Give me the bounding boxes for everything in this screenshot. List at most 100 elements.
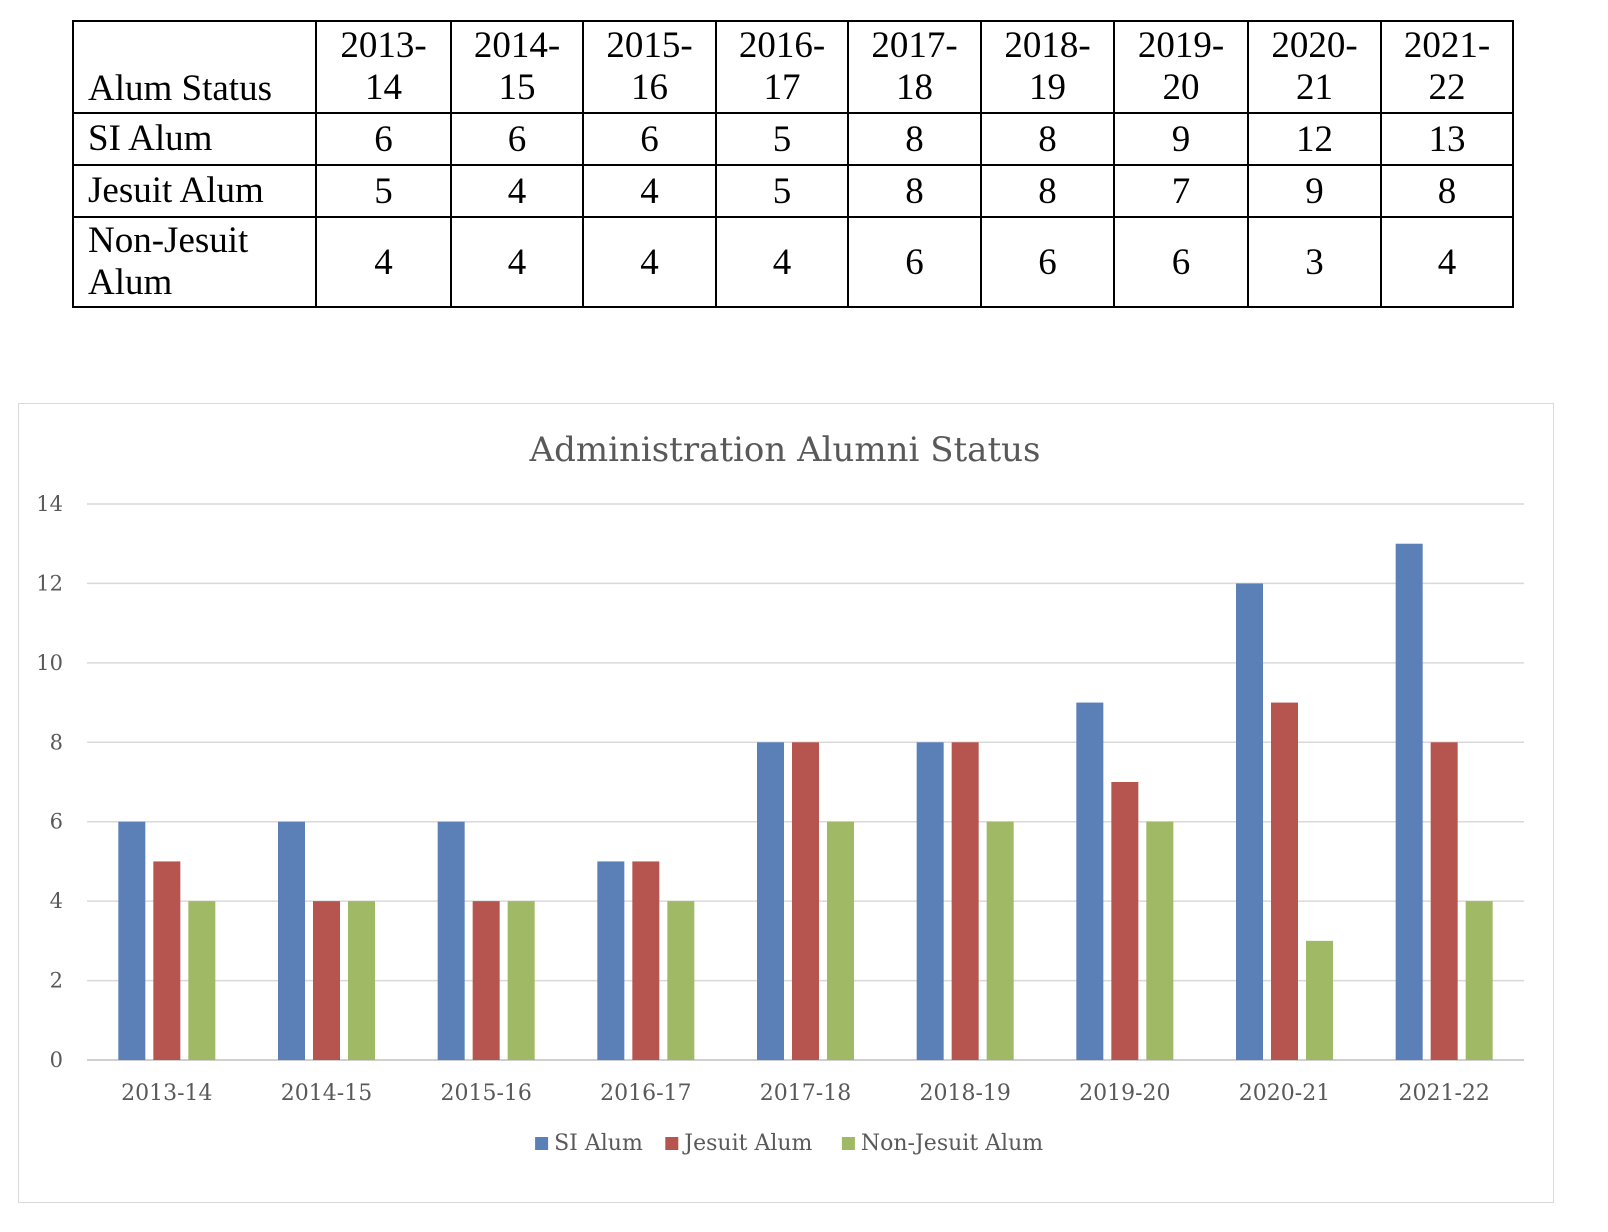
table-row: Non-Jesuit Alum 4 4 4 4 6 6 6 3 4 <box>72 216 1514 308</box>
table-header-label: Alum Status <box>72 20 317 114</box>
bar <box>667 901 695 1060</box>
bar <box>951 742 979 1060</box>
bar <box>827 821 854 1060</box>
chart-frame: Administration Alumni Status 0 2 4 6 8 10 12 14… <box>18 403 1554 1203</box>
x-category-label: 2015-16 <box>440 1081 531 1106</box>
bar-chart: Administration Alumni Status 0 2 4 6 8 10 12 14… <box>36 430 1524 1156</box>
table-year-header: 2019- 20 <box>1113 20 1249 114</box>
bar <box>1236 583 1263 1060</box>
x-category-label: 2018-19 <box>919 1081 1010 1106</box>
bar <box>313 901 340 1060</box>
table-body: SI Alum 6 6 6 5 8 8 9 12 13 Jesuit Alum 5 4 4 5 8 8 7 9 8 No… <box>72 112 1514 308</box>
table-row-label: Jesuit Alum <box>72 164 317 218</box>
legend-swatch <box>665 1137 679 1150</box>
legend-label: SI Alum <box>554 1131 643 1156</box>
y-tick-label: 14 <box>36 492 63 516</box>
table-year-header: 2018- 19 <box>980 20 1115 114</box>
table-cell: 13 <box>1380 112 1514 166</box>
x-category-label: 2020-21 <box>1239 1081 1330 1106</box>
table-cell: 3 <box>1247 216 1382 308</box>
legend-label: Jesuit Alum <box>682 1131 812 1156</box>
bar <box>348 901 375 1060</box>
table-row: Jesuit Alum 5 4 4 5 8 8 7 9 8 <box>72 164 1514 218</box>
bar <box>1465 901 1493 1060</box>
table-cell: 8 <box>980 112 1115 166</box>
bar <box>1146 821 1174 1060</box>
bar <box>1395 543 1423 1060</box>
table-cell: 4 <box>715 216 849 308</box>
bar <box>472 901 500 1060</box>
bar <box>1076 702 1104 1060</box>
table-year-header: 2021- 22 <box>1380 20 1514 114</box>
bar <box>1271 702 1298 1060</box>
legend-label: Non-Jesuit Alum <box>861 1131 1043 1156</box>
y-tick-label: 8 <box>50 730 63 754</box>
table-year-header: 2020- 21 <box>1247 20 1382 114</box>
bar <box>792 742 819 1060</box>
bar <box>597 861 625 1060</box>
table-year-header: 2015- 16 <box>582 20 717 114</box>
table-cell: 7 <box>1113 164 1249 218</box>
table-cell: 12 <box>1247 112 1382 166</box>
y-tick-label: 12 <box>36 571 63 595</box>
table-cell: 4 <box>450 164 584 218</box>
bar <box>188 901 216 1060</box>
table-cell: 4 <box>315 216 452 308</box>
table-cell: 4 <box>582 164 717 218</box>
bars <box>118 543 1493 1060</box>
bar <box>118 821 146 1060</box>
alum-status-table: Alum Status 2013- 14 2014- 15 2015- 16 2016… <box>72 20 1514 308</box>
table-row-label: SI Alum <box>72 112 317 166</box>
bar <box>153 861 181 1060</box>
table-year-header: 2017- 18 <box>847 20 982 114</box>
legend-swatch <box>841 1137 855 1150</box>
table-cell: 9 <box>1113 112 1249 166</box>
y-tick-label: 2 <box>50 969 63 993</box>
x-category-label: 2021-22 <box>1398 1081 1489 1106</box>
table-header-row: Alum Status 2013- 14 2014- 15 2015- 16 2016… <box>72 20 1514 114</box>
table-cell: 6 <box>582 112 717 166</box>
table-cell: 6 <box>315 112 452 166</box>
bar <box>1111 782 1139 1060</box>
legend: SI Alum Jesuit Alum Non-Jesuit Alum <box>535 1131 1043 1156</box>
x-category-label: 2014-15 <box>281 1081 372 1106</box>
table-cell: 6 <box>847 216 982 308</box>
x-category-label: 2019-20 <box>1079 1081 1170 1106</box>
table-cell: 8 <box>1380 164 1514 218</box>
bar <box>1306 940 1333 1060</box>
table-year-header: 2014- 15 <box>450 20 584 114</box>
table-cell: 8 <box>847 112 982 166</box>
table-cell: 6 <box>980 216 1115 308</box>
bar <box>632 861 660 1060</box>
bar <box>437 821 465 1060</box>
table-cell: 4 <box>582 216 717 308</box>
table-cell: 8 <box>847 164 982 218</box>
table-cell: 5 <box>715 112 849 166</box>
bar <box>916 742 944 1060</box>
table-cell: 5 <box>315 164 452 218</box>
bar <box>1430 742 1458 1060</box>
table-cell: 9 <box>1247 164 1382 218</box>
table-cell: 6 <box>450 112 584 166</box>
x-category-label: 2013-14 <box>121 1081 212 1106</box>
table-cell: 8 <box>980 164 1115 218</box>
table-row-label: Non-Jesuit Alum <box>72 216 317 308</box>
table-cell: 4 <box>450 216 584 308</box>
y-tick-label: 10 <box>36 651 63 675</box>
table-cell: 5 <box>715 164 849 218</box>
y-tick-label: 0 <box>50 1048 63 1072</box>
bar <box>278 821 305 1060</box>
table-cell: 6 <box>1113 216 1249 308</box>
table-year-header: 2013- 14 <box>315 20 452 114</box>
y-tick-label: 4 <box>50 889 63 913</box>
y-tick-label: 6 <box>50 810 63 834</box>
chart-title: Administration Alumni Status <box>529 430 1041 470</box>
table-row: SI Alum 6 6 6 5 8 8 9 12 13 <box>72 112 1514 166</box>
bar <box>986 821 1014 1060</box>
bar <box>507 901 535 1060</box>
x-category-label: 2016-17 <box>600 1081 691 1106</box>
axis: 0 2 4 6 8 10 12 14 2013-14 2014-15 2015-16 2016-17 2… <box>36 492 1490 1106</box>
bar <box>757 742 784 1060</box>
table-year-header: 2016- 17 <box>715 20 849 114</box>
table-cell: 4 <box>1380 216 1514 308</box>
